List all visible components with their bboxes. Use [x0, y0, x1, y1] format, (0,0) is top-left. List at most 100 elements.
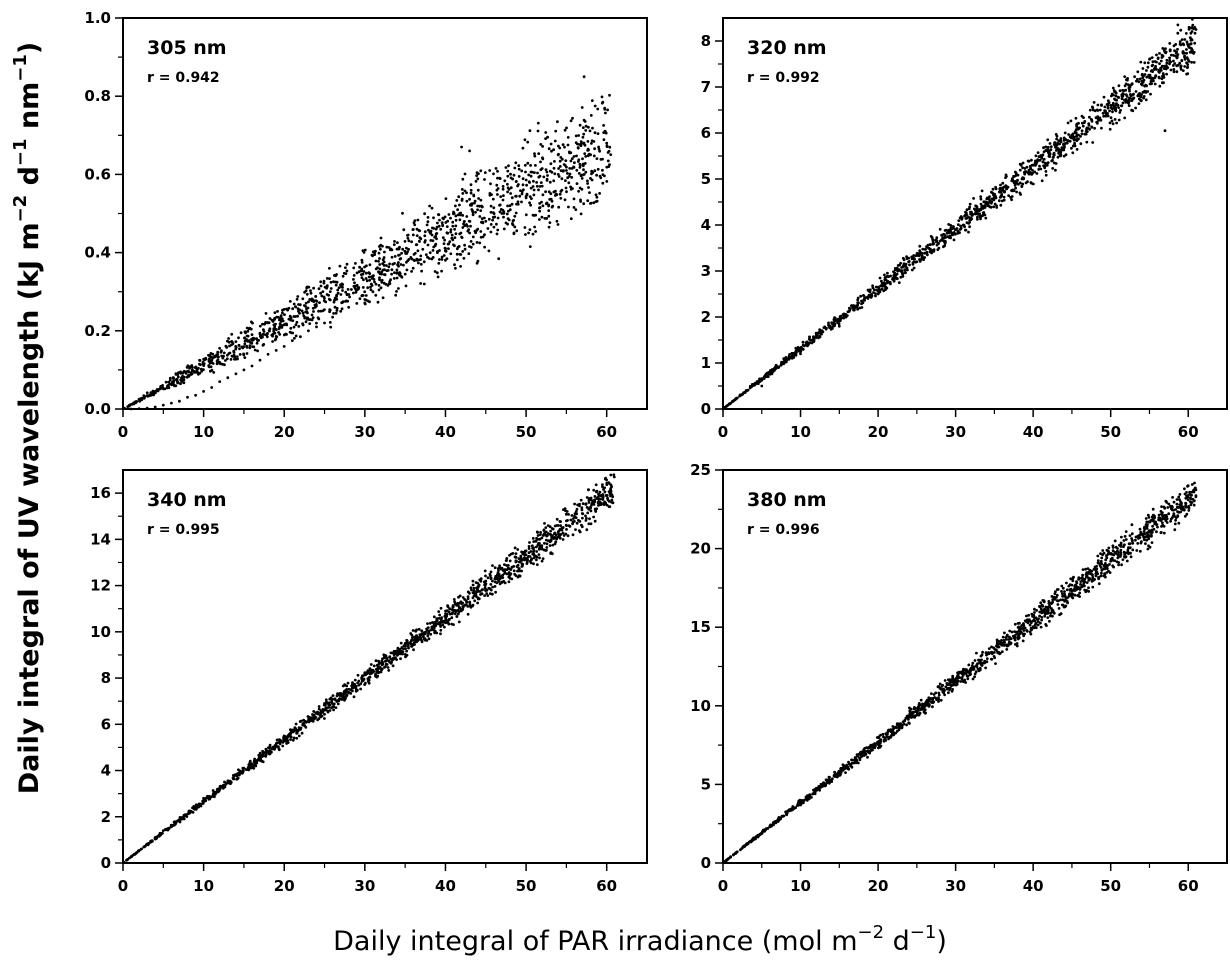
data-point [363, 290, 367, 294]
data-point [594, 483, 598, 487]
data-point [576, 160, 580, 163]
data-point [478, 241, 482, 245]
data-point [439, 625, 442, 628]
data-point [429, 632, 433, 636]
data-point [600, 502, 604, 506]
data-point [436, 275, 440, 279]
data-point [477, 197, 480, 200]
data-point [976, 667, 980, 671]
data-point [333, 305, 337, 309]
data-point [491, 218, 494, 222]
data-point [419, 254, 423, 258]
data-point [465, 600, 469, 604]
data-point [992, 205, 996, 209]
data-point [544, 131, 548, 134]
data-point [1085, 140, 1089, 144]
data-point [580, 142, 583, 145]
data-point [886, 280, 889, 284]
data-point [1062, 136, 1066, 140]
data-point [886, 275, 890, 278]
data-point [1187, 60, 1191, 63]
data-point [958, 228, 962, 231]
data-point [896, 269, 900, 272]
data-point [281, 308, 284, 312]
data-point [1102, 95, 1106, 99]
data-point [567, 181, 571, 185]
data-point [877, 285, 880, 289]
data-point [476, 581, 480, 585]
data-point [228, 344, 231, 348]
data-point [520, 550, 523, 554]
data-point [1111, 86, 1115, 90]
data-point [1092, 101, 1096, 104]
data-point [1035, 172, 1039, 175]
data-point [385, 269, 389, 272]
data-point [546, 135, 549, 139]
data-point [988, 195, 991, 199]
data-point [352, 695, 356, 699]
data-point [1036, 620, 1040, 623]
data-point [289, 728, 292, 732]
data-point [336, 702, 340, 706]
y-tick-label: 20 [690, 540, 711, 558]
data-point [264, 333, 267, 337]
data-point [461, 177, 465, 181]
data-point [808, 335, 811, 339]
data-point [303, 304, 306, 307]
data-point [452, 212, 455, 216]
data-point [975, 205, 979, 209]
data-point [288, 314, 292, 318]
data-point [456, 213, 460, 217]
y-tick-label: 8 [701, 32, 711, 50]
data-point [903, 268, 907, 271]
data-point [529, 164, 532, 167]
data-point [505, 568, 509, 571]
data-point [1115, 98, 1118, 102]
data-point [480, 588, 484, 592]
data-point [202, 390, 206, 393]
data-point [356, 681, 359, 685]
data-point [388, 262, 391, 266]
data-point [537, 553, 541, 556]
data-point [509, 172, 512, 176]
data-point [1069, 119, 1073, 123]
data-point [593, 498, 597, 502]
data-point [475, 261, 479, 265]
data-point [581, 512, 585, 516]
data-point [305, 307, 308, 311]
data-point [1114, 94, 1118, 98]
x-tick-label: 0 [718, 877, 728, 895]
data-point [577, 172, 581, 175]
data-point [535, 184, 539, 188]
data-point [1029, 167, 1033, 171]
data-point [823, 325, 827, 329]
data-point [298, 303, 302, 307]
data-point [968, 202, 972, 206]
data-point [267, 329, 271, 333]
data-point [965, 208, 969, 212]
data-point [294, 334, 298, 338]
data-point [171, 383, 175, 386]
data-point [292, 302, 296, 306]
data-point [1042, 157, 1046, 161]
data-point [502, 211, 506, 215]
data-point [984, 202, 987, 206]
data-point [543, 522, 546, 525]
data-point [491, 564, 494, 567]
data-point [265, 749, 269, 752]
data-point [927, 246, 931, 250]
data-point [353, 281, 356, 285]
data-point [354, 689, 358, 693]
data-point [559, 520, 562, 523]
data-point [607, 499, 611, 503]
data-point [585, 496, 589, 499]
data-point [357, 270, 361, 274]
data-point [243, 342, 247, 346]
data-point [1179, 510, 1182, 514]
data-point [520, 192, 524, 196]
data-point [609, 483, 613, 487]
data-point [508, 553, 511, 557]
data-point [968, 218, 972, 222]
data-point [1127, 104, 1131, 107]
data-point [480, 204, 483, 208]
